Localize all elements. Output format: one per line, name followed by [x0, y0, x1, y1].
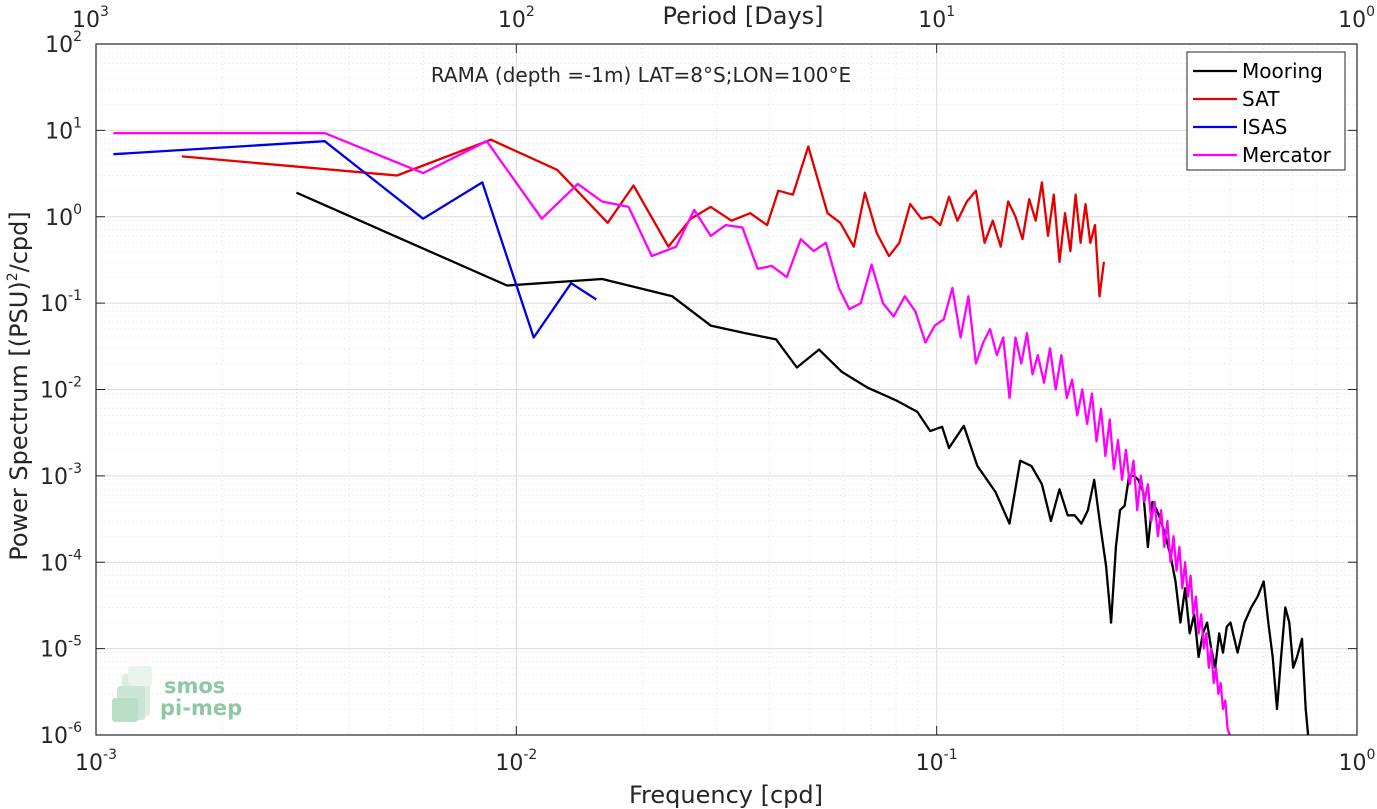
series-isas-line	[113, 140, 597, 339]
legend-label-sat: SAT	[1242, 87, 1280, 111]
series-mooring-line	[296, 191, 1310, 736]
y-axis-label-main: Power Spectrum [(PSU)	[5, 281, 33, 560]
top-tick-label: 101	[918, 4, 955, 33]
y-tick-label-base: 10	[40, 638, 68, 663]
y-tick-label-exp: -5	[68, 634, 82, 650]
x-tick-label: 10-1	[916, 747, 958, 776]
top-tick-label: 103	[72, 4, 109, 33]
y-tick-label-base: 10	[45, 119, 73, 144]
y-tick-label-exp: 1	[73, 115, 82, 131]
y-tick-label-exp: 0	[73, 202, 82, 218]
y-tick-label: 10-4	[40, 547, 82, 576]
y-tick-label: 10-6	[40, 720, 82, 749]
top-tick-label: 100	[1338, 4, 1375, 33]
y-axis-label: Power Spectrum [(PSU)2/cpd]	[5, 211, 33, 561]
y-tick-label: 101	[45, 115, 82, 144]
x-tick-label-base: 10	[916, 751, 944, 776]
y-tick-label: 10-5	[40, 634, 82, 663]
y-axis-label-tail: /cpd]	[5, 211, 33, 272]
x-tick-label: 100	[1339, 747, 1376, 776]
y-tick-label-base: 10	[45, 206, 73, 231]
y-tick-label-base: 10	[40, 379, 68, 404]
top-axis-label: Period [Days]	[662, 2, 823, 30]
top-tick-label-base: 10	[1338, 8, 1366, 33]
y-axis-label-sup: 2	[5, 272, 21, 281]
x-tick-label-base: 10	[75, 751, 103, 776]
x-tick-label: 10-2	[495, 747, 537, 776]
chart-annotation: RAMA (depth =-1m) LAT=8°S;LON=100°E	[431, 63, 851, 87]
y-tick-label-exp: -4	[68, 547, 82, 563]
y-tick-label: 100	[45, 202, 82, 231]
logo-line2: pi-mep	[160, 696, 242, 720]
series-mercator-line	[113, 131, 1231, 736]
legend-label-mooring: Mooring	[1242, 59, 1323, 83]
top-tick-label: 102	[498, 4, 535, 33]
y-tick-label-base: 10	[40, 724, 68, 749]
y-tick-label: 10-1	[40, 288, 82, 317]
x-tick-label-exp: -2	[523, 747, 537, 763]
y-tick-label-exp: -2	[68, 375, 82, 391]
x-tick-label: 10-3	[75, 747, 117, 776]
logo-mark	[112, 666, 152, 722]
legend-label-isas: ISAS	[1242, 115, 1287, 139]
y-tick-label: 10-3	[40, 461, 82, 490]
top-tick-label-exp: 3	[100, 4, 109, 20]
x-tick-labels: 10-3 10-2 10-1 100	[75, 747, 1375, 776]
y-tick-label-base: 10	[40, 465, 68, 490]
smos-pi-mep-logo: smos pi-mep	[112, 666, 242, 722]
y-tick-label-exp: -3	[68, 461, 82, 477]
legend: Mooring SAT ISAS Mercator	[1186, 51, 1346, 171]
y-tick-label-exp: -1	[68, 288, 82, 304]
y-tick-label-base: 10	[45, 33, 73, 58]
y-tick-label: 10-2	[40, 375, 82, 404]
logo-line1: smos	[164, 674, 225, 698]
legend-label-mercator: Mercator	[1242, 143, 1332, 167]
top-tick-label-exp: 1	[946, 4, 955, 20]
x-axis-label: Frequency [cpd]	[629, 781, 823, 809]
series-sat-line	[181, 138, 1106, 298]
legend-items: Mooring SAT ISAS Mercator	[1193, 59, 1332, 167]
y-tick-label-base: 10	[40, 551, 68, 576]
y-tick-label-base: 10	[40, 292, 68, 317]
x-tick-label-base: 10	[1339, 751, 1367, 776]
top-tick-labels: 103 102 101 100	[72, 4, 1375, 33]
top-tick-label-exp: 2	[526, 4, 535, 20]
x-tick-label-exp: 0	[1367, 747, 1376, 763]
x-tick-label-base: 10	[495, 751, 523, 776]
top-tick-label-exp: 0	[1366, 4, 1375, 20]
x-tick-label-exp: -1	[944, 747, 958, 763]
top-tick-label-base: 10	[498, 8, 526, 33]
series-layer	[113, 131, 1310, 736]
top-tick-label-base: 10	[918, 8, 946, 33]
x-tick-label-exp: -3	[103, 747, 117, 763]
y-tick-label: 102	[45, 29, 82, 58]
top-tick-label-base: 10	[72, 8, 100, 33]
y-tick-label-exp: 2	[73, 29, 82, 45]
y-tick-label-exp: -6	[68, 720, 82, 736]
tick-marks	[95, 43, 1358, 736]
